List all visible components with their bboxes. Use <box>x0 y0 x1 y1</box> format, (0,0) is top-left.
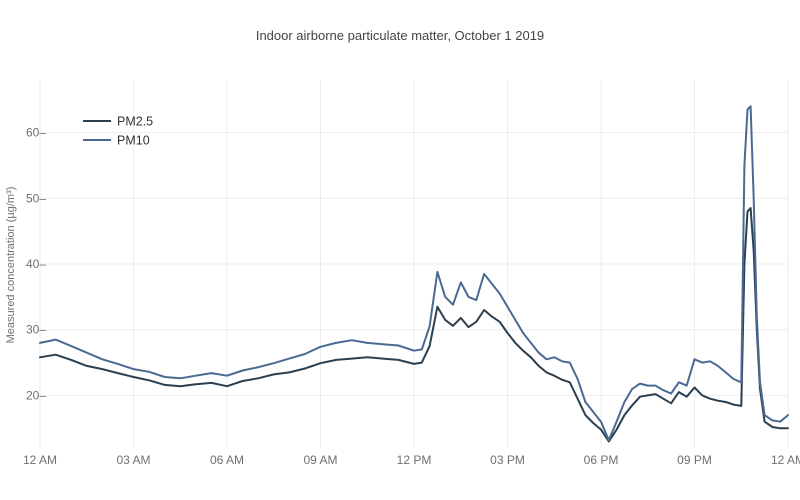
legend[interactable]: PM2.5 PM10 <box>83 115 153 148</box>
x-tick-label: 03 AM <box>116 453 150 467</box>
x-tick-label: 09 AM <box>303 453 337 467</box>
x-tick-label: 03 PM <box>490 453 525 467</box>
y-tick-label: 60– <box>26 126 46 140</box>
y-tick-label: 40– <box>26 257 46 271</box>
x-tick-label: 06 PM <box>584 453 619 467</box>
y-tick-label: 30– <box>26 323 46 337</box>
series-line-pm2-5 <box>39 207 789 443</box>
x-tick-label: 12 AM <box>23 453 57 467</box>
legend-label: PM10 <box>117 134 150 148</box>
x-tick-label: 12 AM <box>771 453 800 467</box>
y-axis-label: Measured concentration (µg/m³) <box>5 187 17 344</box>
legend-label: PM2.5 <box>117 115 153 129</box>
gridlines <box>39 80 789 448</box>
y-tick-label: 20– <box>26 388 46 402</box>
legend-item-pm10[interactable]: PM10 <box>83 134 150 148</box>
x-tick-label: 09 PM <box>677 453 712 467</box>
legend-item-pm2-5[interactable]: PM2.5 <box>83 115 153 129</box>
chart-title: Indoor airborne particulate matter, Octo… <box>256 28 544 43</box>
x-tick-label: 12 PM <box>397 453 432 467</box>
x-tick-label: 06 AM <box>210 453 244 467</box>
y-tick-label: 50– <box>26 191 46 205</box>
axis-tick-labels: 12 AM 03 AM 06 AM 09 AM 12 PM 03 PM 06 PM 09 PM… <box>23 126 800 467</box>
series-lines <box>39 105 789 443</box>
series-line-pm10 <box>39 105 789 442</box>
